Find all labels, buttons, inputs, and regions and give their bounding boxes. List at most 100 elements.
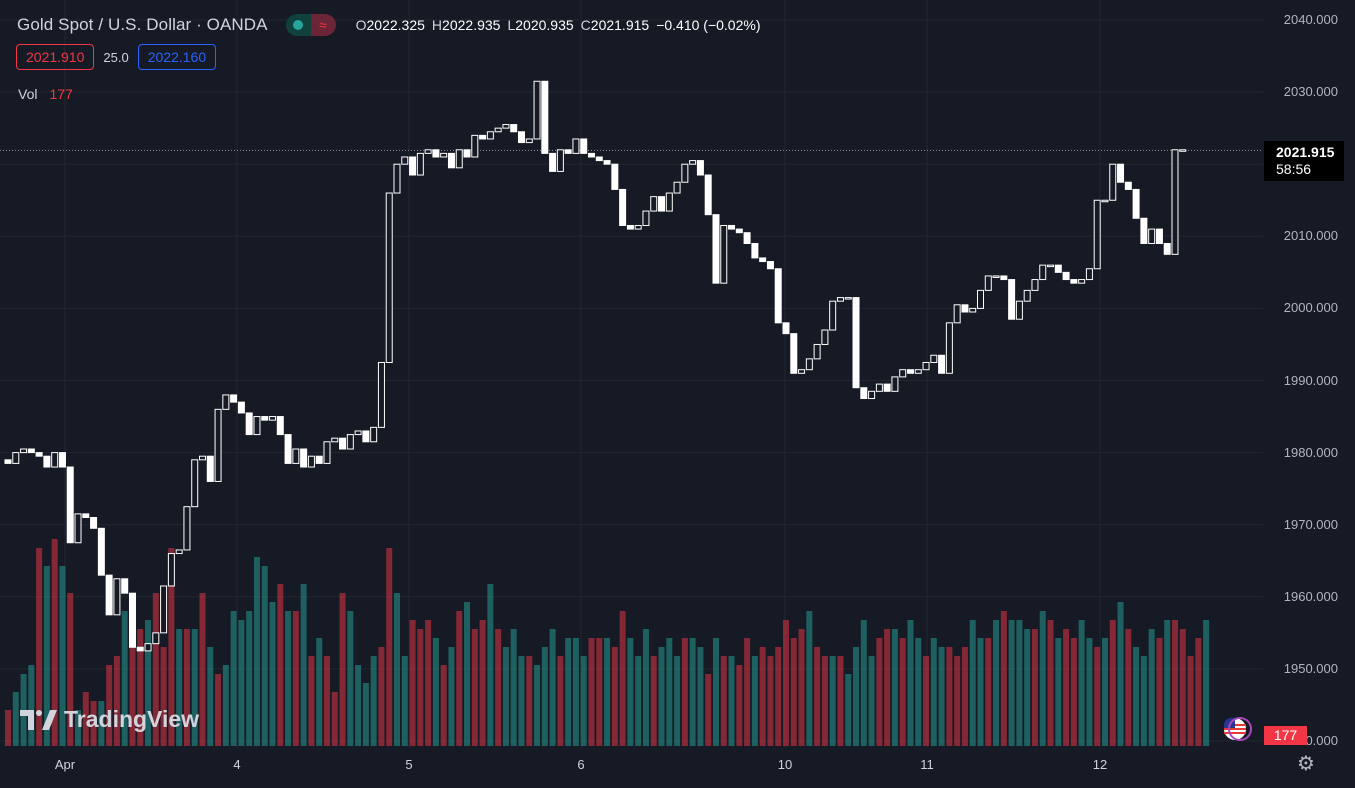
candle (339, 437, 347, 450)
candle (751, 243, 759, 259)
volume-bar (985, 638, 992, 746)
candle (922, 361, 930, 371)
candle (1085, 268, 1093, 281)
volume-bar (1133, 647, 1140, 746)
symbol-title[interactable]: Gold Spot / U.S. Dollar · OANDA (17, 15, 268, 34)
volume-bar (946, 647, 953, 746)
market-open-dot-icon[interactable] (285, 14, 311, 36)
candle (790, 333, 798, 374)
candle (650, 196, 658, 212)
candle (502, 124, 510, 129)
candle (4, 459, 12, 464)
volume-bar (1031, 629, 1038, 746)
volume-bar (464, 602, 471, 746)
volume-bar (526, 656, 533, 746)
candle (1039, 264, 1047, 281)
candle (1109, 163, 1117, 201)
candle (673, 181, 681, 194)
spread-value: 25.0 (103, 49, 129, 65)
volume-bar (930, 638, 937, 746)
sell-button[interactable]: 2021.910 (16, 44, 95, 70)
volume-bar (43, 566, 50, 746)
candle (323, 441, 331, 464)
volume-bar (1195, 638, 1202, 746)
volume-bar (1039, 611, 1046, 746)
volume-bar (308, 656, 315, 746)
volume-bar (596, 638, 603, 746)
wave-icon[interactable]: ≈ (310, 14, 336, 36)
candle (595, 156, 603, 162)
volume-bar (1063, 629, 1070, 746)
bar-countdown: 58:56 (1276, 161, 1312, 177)
candle (370, 426, 378, 443)
candle (136, 646, 144, 652)
candle (253, 416, 261, 436)
volume-bar (736, 665, 743, 746)
candle (471, 134, 479, 158)
volume-bar (471, 629, 478, 746)
candle (463, 149, 471, 158)
candle (1148, 228, 1156, 245)
candle (486, 131, 494, 140)
candle (447, 152, 455, 169)
settings-gear-icon[interactable]: ⚙ (1297, 753, 1315, 775)
candle (152, 632, 160, 645)
volume-bar (1086, 638, 1093, 746)
candle (1093, 199, 1101, 270)
volume-bar (798, 629, 805, 746)
candle (634, 224, 642, 230)
candle (517, 131, 525, 144)
candle (74, 513, 82, 544)
candle (12, 452, 20, 464)
candle (307, 455, 315, 468)
volume-bar (409, 620, 416, 746)
candle (230, 394, 238, 403)
volume-bar (868, 656, 875, 746)
quote-row: 2021.910 25.0 2022.160 (16, 44, 217, 70)
candle (167, 553, 175, 587)
candle (206, 455, 214, 482)
volume-bar (129, 629, 136, 746)
candle (533, 80, 541, 140)
market-status-pill[interactable]: ≈ (285, 14, 336, 36)
candle (97, 527, 105, 576)
volume-bar (495, 629, 502, 746)
candle (331, 437, 339, 443)
volume-bar (572, 638, 579, 746)
volume-bar (899, 638, 906, 746)
price-axis-label: 1990.000 (1283, 372, 1338, 388)
candle (1000, 275, 1008, 281)
volume-bar (440, 665, 447, 746)
candle (1101, 199, 1109, 203)
buy-button[interactable]: 2022.160 (137, 44, 217, 70)
volume-bar (712, 638, 719, 746)
candle (276, 416, 284, 436)
candle (626, 224, 634, 230)
candle (1031, 279, 1039, 291)
time-axis-label: 11 (920, 757, 934, 772)
volume-bar (347, 611, 354, 746)
candle (619, 188, 627, 226)
volume-bar (51, 539, 58, 746)
us-flag-icon[interactable] (1222, 716, 1254, 742)
candle (416, 152, 424, 176)
price-chart[interactable] (0, 0, 1263, 748)
price-axis-label: 2040.000 (1283, 12, 1338, 27)
volume-legend[interactable]: Vol 177 (18, 86, 73, 102)
volume-bar (168, 548, 175, 746)
candle (51, 452, 59, 468)
candle (43, 455, 51, 468)
candle (665, 192, 673, 212)
volume-bar (160, 647, 167, 746)
price-axis-label: 1970.000 (1283, 516, 1338, 532)
time-axis[interactable]: Apr 4 5 6 10 11 12 (0, 748, 1263, 788)
candle (346, 434, 354, 450)
price-axis[interactable]: 2040.0002030.0002020.0002010.0002000.000… (1263, 0, 1355, 748)
volume-bar (1016, 620, 1023, 746)
candle (160, 585, 168, 634)
volume-bar (113, 656, 120, 746)
candle (432, 149, 440, 158)
candle (798, 369, 806, 374)
volume-bar (1164, 620, 1171, 746)
